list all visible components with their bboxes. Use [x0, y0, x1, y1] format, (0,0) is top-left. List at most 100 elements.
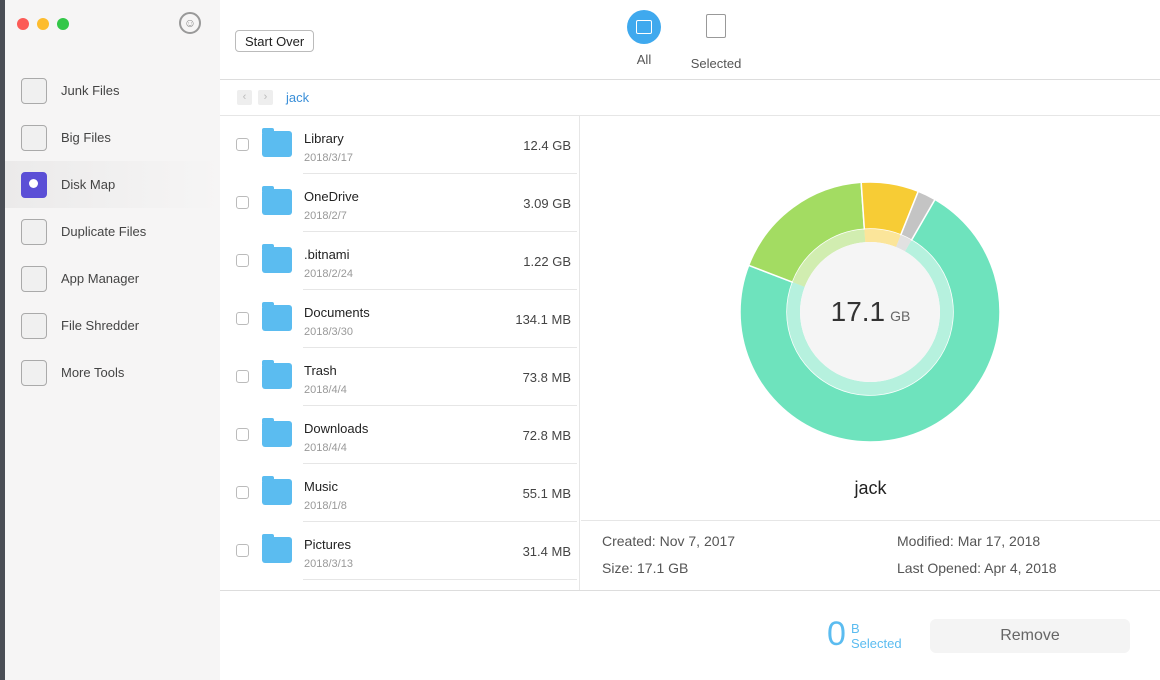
sidebar-item-big-files[interactable]: Big Files: [5, 114, 220, 161]
slice-inner-3[interactable]: [895, 234, 912, 252]
checked-document-icon: [706, 14, 726, 38]
folder-icon: [262, 418, 292, 447]
file-size: 134.1 MB: [515, 312, 571, 327]
selected-label: Selected: [851, 636, 902, 651]
folder-icon: [262, 186, 292, 215]
row-checkbox[interactable]: [236, 544, 249, 557]
sidebar-item-duplicate-files[interactable]: Duplicate Files: [5, 208, 220, 255]
sidebar-item-label: App Manager: [61, 271, 140, 286]
sidebar-item-label: Big Files: [61, 130, 111, 145]
file-name: Documents: [304, 305, 370, 320]
last-opened-date: Last Opened: Apr 4, 2018: [897, 560, 1057, 576]
row-divider: [303, 521, 577, 522]
donut-center: [800, 242, 940, 382]
duplicate-icon: [21, 218, 47, 245]
list-item[interactable]: Documents 2018/3/30 134.1 MB: [220, 290, 579, 348]
file-size: 3.09 GB: [523, 196, 571, 211]
row-divider: [303, 463, 577, 464]
row-checkbox[interactable]: [236, 196, 249, 209]
created-date: Created: Nov 7, 2017: [602, 533, 736, 549]
list-item[interactable]: Music 2018/1/8 55.1 MB: [220, 464, 579, 522]
file-size: 31.4 MB: [522, 544, 571, 559]
app-manager-icon: [21, 265, 47, 292]
folder-icon: [262, 534, 292, 563]
file-size: 72.8 MB: [522, 428, 571, 443]
folder-icon: [262, 302, 292, 331]
support-smiley-icon[interactable]: ☺: [179, 12, 201, 34]
sidebar-item-junk-files[interactable]: Junk Files: [5, 67, 220, 114]
chart-center-value: 17.1 GB: [581, 296, 1160, 328]
box-icon: [21, 124, 47, 151]
folder-icon: [262, 476, 292, 505]
toolbox-icon: [21, 359, 47, 386]
tab-all[interactable]: All: [609, 10, 679, 67]
file-size: 55.1 MB: [522, 486, 571, 501]
list-item[interactable]: Downloads 2018/4/4 72.8 MB: [220, 406, 579, 464]
donut-chart: [739, 181, 1001, 443]
file-date: 2018/3/13: [304, 558, 353, 570]
row-divider: [303, 579, 577, 580]
minimize-button[interactable]: [37, 18, 49, 30]
sidebar-item-file-shredder[interactable]: File Shredder: [5, 302, 220, 349]
file-name: Music: [304, 479, 338, 494]
file-name: .bitnami: [304, 247, 350, 262]
file-size: 73.8 MB: [522, 370, 571, 385]
sidebar: ☺ Junk Files Big Files Disk Map Duplicate F…: [5, 0, 220, 680]
tab-all-label: All: [636, 52, 652, 67]
list-item[interactable]: OneDrive 2018/2/7 3.09 GB: [220, 174, 579, 232]
file-name: Pictures: [304, 537, 351, 552]
sidebar-item-disk-map[interactable]: Disk Map: [5, 161, 220, 208]
list-item[interactable]: Trash 2018/4/4 73.8 MB: [220, 348, 579, 406]
sidebar-item-label: Duplicate Files: [61, 224, 147, 239]
sidebar-item-label: More Tools: [61, 365, 125, 380]
file-size: 12.4 GB: [523, 138, 571, 153]
row-divider: [303, 231, 577, 232]
sidebar-item-app-manager[interactable]: App Manager: [5, 255, 220, 302]
file-date: 2018/2/7: [304, 210, 347, 222]
disk-chart: 17.1 GB jack: [581, 116, 1160, 520]
file-date: 2018/4/4: [304, 442, 347, 454]
tab-selected[interactable]: Selected: [681, 10, 751, 71]
folder-icon: [262, 244, 292, 273]
slice-inner-2[interactable]: [864, 229, 901, 248]
sidebar-item-more-tools[interactable]: More Tools: [5, 349, 220, 396]
archive-box-icon: [627, 10, 661, 44]
vacuum-icon: [21, 77, 47, 104]
folder-info: Created: Nov 7, 2017 Modified: Mar 17, 2…: [581, 520, 1160, 590]
sidebar-item-label: File Shredder: [61, 318, 140, 333]
file-name: OneDrive: [304, 189, 359, 204]
modified-date: Modified: Mar 17, 2018: [897, 533, 1041, 549]
shredder-icon: [21, 312, 47, 339]
breadcrumb: ‹ › jack: [220, 80, 1160, 116]
list-item[interactable]: Pictures 2018/3/13 31.4 MB: [220, 522, 579, 580]
file-date: 2018/4/4: [304, 384, 347, 396]
start-over-button[interactable]: Start Over: [235, 30, 315, 52]
remove-button[interactable]: Remove: [930, 619, 1130, 653]
breadcrumb-current[interactable]: jack: [286, 90, 310, 105]
row-divider: [303, 347, 577, 348]
sidebar-item-label: Disk Map: [61, 177, 116, 192]
center-unit: GB: [890, 308, 911, 324]
row-divider: [303, 289, 577, 290]
file-name: Trash: [304, 363, 337, 378]
row-checkbox[interactable]: [236, 428, 249, 441]
footer: 0 B Selected Remove: [220, 590, 1160, 680]
file-date: 2018/1/8: [304, 500, 347, 512]
zoom-button[interactable]: [57, 18, 69, 30]
file-date: 2018/3/17: [304, 152, 353, 164]
row-checkbox[interactable]: [236, 370, 249, 383]
list-item[interactable]: .bitnami 2018/2/24 1.22 GB: [220, 232, 579, 290]
folder-size: Size: 17.1 GB: [602, 560, 689, 576]
back-button[interactable]: ‹: [237, 90, 252, 105]
row-checkbox[interactable]: [236, 254, 249, 267]
forward-button[interactable]: ›: [258, 90, 273, 105]
row-checkbox[interactable]: [236, 138, 249, 151]
slice-inner-1[interactable]: [792, 229, 866, 287]
row-divider: [303, 405, 577, 406]
close-button[interactable]: [17, 18, 29, 30]
row-checkbox[interactable]: [236, 486, 249, 499]
row-divider: [303, 173, 577, 174]
list-item[interactable]: Library 2018/3/17 12.4 GB: [220, 116, 579, 174]
toolbar: Start Over All Selected: [220, 0, 1160, 80]
row-checkbox[interactable]: [236, 312, 249, 325]
